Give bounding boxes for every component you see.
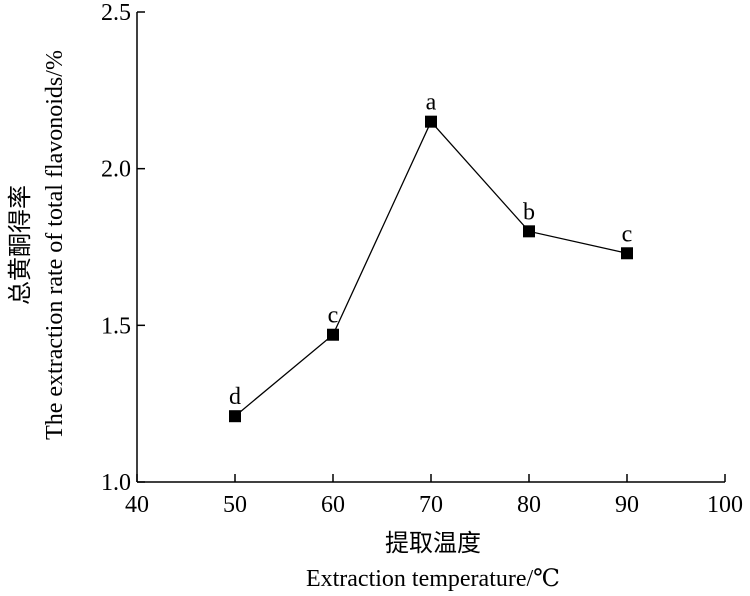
data-point-label: c [328, 303, 339, 329]
series-line [234, 120, 628, 417]
data-point-marker [621, 247, 633, 260]
x-tick-label: 100 [707, 492, 743, 518]
data-point-marker [523, 225, 535, 238]
data-point-marker [229, 410, 241, 423]
x-tick-label: 40 [125, 492, 149, 518]
y-tick-label: 2.5 [101, 0, 131, 26]
x-tick-label: 60 [321, 492, 345, 518]
data-point-label: d [229, 384, 241, 410]
data-point-marker [425, 115, 437, 128]
data-point-label: c [622, 221, 633, 247]
y-tick-label: 1.0 [101, 470, 131, 496]
axes: 1.0 1.5 2.0 2.5 40 50 60 70 80 90 100 [101, 0, 743, 518]
x-axis-title-english: Extraction temperature/℃ [306, 566, 560, 592]
data-point-marker [327, 328, 339, 341]
series-group [229, 115, 633, 423]
y-axis-title-english: The extraction rate of total flavonoids/… [42, 50, 68, 440]
x-tick-label: 50 [223, 492, 247, 518]
data-point-label: a [426, 90, 437, 116]
point-labels: d c a b c [229, 90, 632, 411]
data-point-label: b [523, 199, 535, 225]
y-tick-label: 2.0 [101, 157, 131, 183]
x-tick-label: 80 [517, 492, 541, 518]
y-tick-label: 1.5 [101, 313, 131, 339]
y-axis-title-chinese: 总黄酮得率 [7, 185, 34, 305]
x-tick-label: 70 [419, 492, 443, 518]
x-tick-label: 90 [615, 492, 639, 518]
x-axis-title-chinese: 提取温度 [385, 530, 481, 557]
